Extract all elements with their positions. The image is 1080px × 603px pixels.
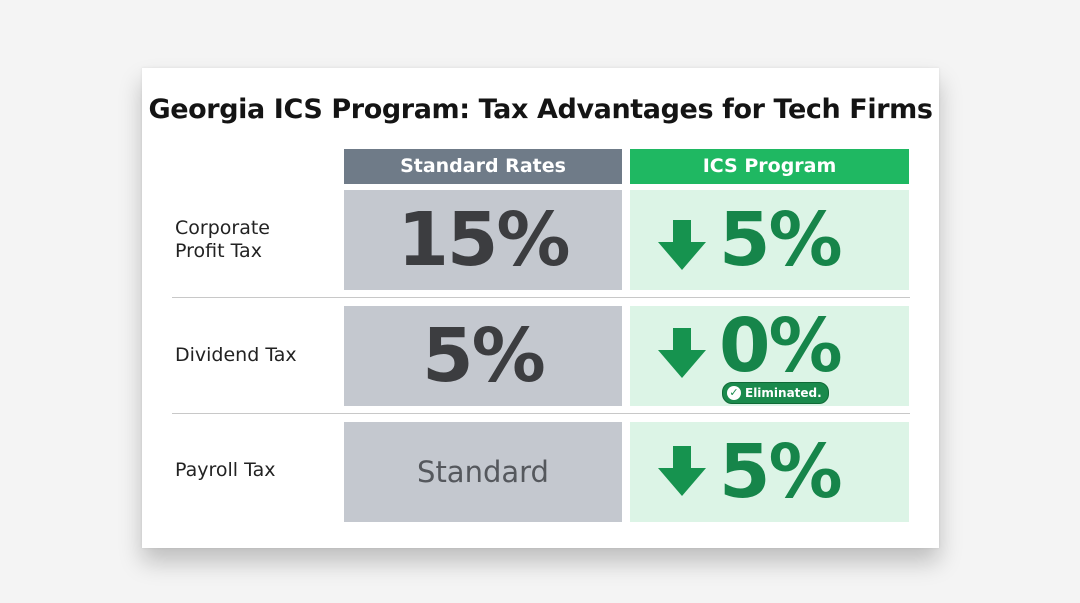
row-divider <box>172 413 910 414</box>
row-label-line2: Profit Tax <box>175 240 262 262</box>
eliminated-badge: ✓ Eliminated. <box>722 382 829 404</box>
ics-rate-value: 5% <box>719 429 843 515</box>
row-divider <box>172 297 910 298</box>
check-circle-icon: ✓ <box>727 386 741 400</box>
standard-rate-cell: 5% <box>344 306 622 406</box>
ics-rate-cell: 0% ✓ Eliminated. <box>630 303 909 406</box>
standard-rate-cell: Standard <box>344 422 622 522</box>
page-title: Georgia ICS Program: Tax Advantages for … <box>148 94 933 125</box>
standard-rate-value: 5% <box>422 313 546 399</box>
column-header-ics: ICS Program <box>630 149 909 184</box>
row-label-line1: Corporate <box>175 217 270 239</box>
row-label: Payroll Tax <box>175 459 276 481</box>
row-label: Dividend Tax <box>175 344 297 366</box>
standard-rate-value: Standard <box>417 455 549 489</box>
arrow-down-icon <box>658 446 706 496</box>
ics-rate-cell: 5% <box>630 422 909 522</box>
ics-rate-cell: 5% <box>630 190 909 290</box>
standard-rate-value: 15% <box>397 197 570 283</box>
arrow-down-icon <box>658 220 706 270</box>
arrow-down-icon <box>658 328 706 378</box>
ics-rate-value: 5% <box>719 197 843 283</box>
badge-label: Eliminated. <box>745 386 822 400</box>
column-header-standard: Standard Rates <box>344 149 622 184</box>
row-label: Corporate Profit Tax <box>175 217 270 263</box>
ics-rate-value: 0% <box>719 303 843 389</box>
comparison-card: Georgia ICS Program: Tax Advantages for … <box>142 68 939 548</box>
standard-rate-cell: 15% <box>344 190 622 290</box>
